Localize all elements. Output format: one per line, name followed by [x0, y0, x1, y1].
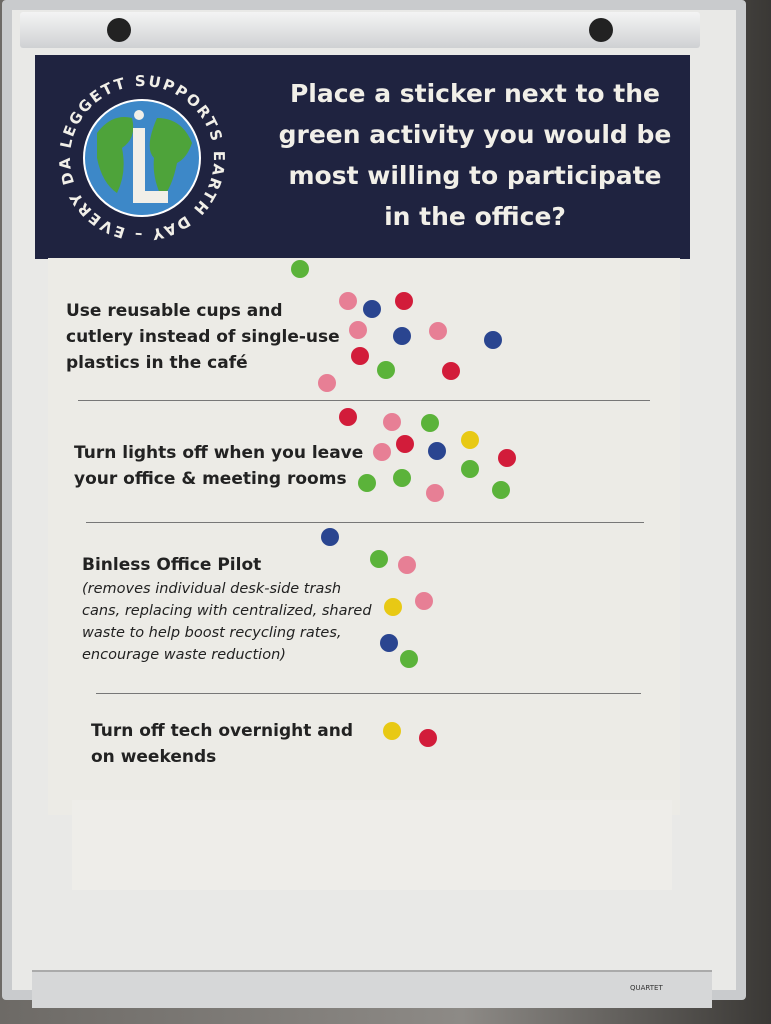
yellow-sticker-dot — [384, 598, 402, 616]
option-binless-office: Binless Office Pilot (removes individual… — [82, 552, 382, 666]
pink-sticker-dot — [426, 484, 444, 502]
red-sticker-dot — [498, 449, 516, 467]
magnet-left — [107, 18, 131, 42]
green-sticker-dot — [492, 481, 510, 499]
poster-question: Place a sticker next to the green activi… — [278, 79, 672, 231]
divider — [78, 400, 650, 401]
blue-sticker-dot — [380, 634, 398, 652]
paper-clip-rail — [20, 12, 700, 48]
pink-sticker-dot — [383, 413, 401, 431]
red-sticker-dot — [395, 292, 413, 310]
poster-header: LEGGETT SUPPORTS EARTH DAY – EVERY DAY. … — [35, 55, 690, 259]
option-lights-off: Turn lights off when you leave your offi… — [74, 443, 364, 489]
green-sticker-dot — [291, 260, 309, 278]
green-sticker-dot — [421, 414, 439, 432]
marker-tray — [32, 970, 712, 1008]
magnet-right — [589, 18, 613, 42]
pink-sticker-dot — [398, 556, 416, 574]
pink-sticker-dot — [318, 374, 336, 392]
paper-flap — [72, 800, 672, 890]
divider — [96, 693, 641, 694]
pink-sticker-dot — [429, 322, 447, 340]
pink-sticker-dot — [415, 592, 433, 610]
red-sticker-dot — [351, 347, 369, 365]
red-sticker-dot — [442, 362, 460, 380]
earth-day-logo: LEGGETT SUPPORTS EARTH DAY – EVERY DAY. — [57, 73, 226, 243]
option-reusable-cups: Use reusable cups and cutlery instead of… — [66, 301, 340, 373]
red-sticker-dot — [396, 435, 414, 453]
pink-sticker-dot — [373, 443, 391, 461]
blue-sticker-dot — [321, 528, 339, 546]
green-sticker-dot — [393, 469, 411, 487]
blue-sticker-dot — [393, 327, 411, 345]
green-sticker-dot — [461, 460, 479, 478]
divider — [86, 522, 644, 523]
yellow-sticker-dot — [383, 722, 401, 740]
yellow-sticker-dot — [461, 431, 479, 449]
red-sticker-dot — [419, 729, 437, 747]
board-brand: QUARTET — [630, 984, 663, 992]
green-sticker-dot — [370, 550, 388, 568]
blue-sticker-dot — [428, 442, 446, 460]
blue-sticker-dot — [363, 300, 381, 318]
red-sticker-dot — [339, 408, 357, 426]
green-sticker-dot — [358, 474, 376, 492]
green-sticker-dot — [377, 361, 395, 379]
option-tech-off: Turn off tech overnight and on weekends — [91, 721, 354, 767]
green-sticker-dot — [400, 650, 418, 668]
pink-sticker-dot — [339, 292, 357, 310]
blue-sticker-dot — [484, 331, 502, 349]
option-description: (removes individual desk-side trash cans… — [82, 581, 372, 663]
option-title: Binless Office Pilot — [82, 555, 262, 575]
pink-sticker-dot — [349, 321, 367, 339]
